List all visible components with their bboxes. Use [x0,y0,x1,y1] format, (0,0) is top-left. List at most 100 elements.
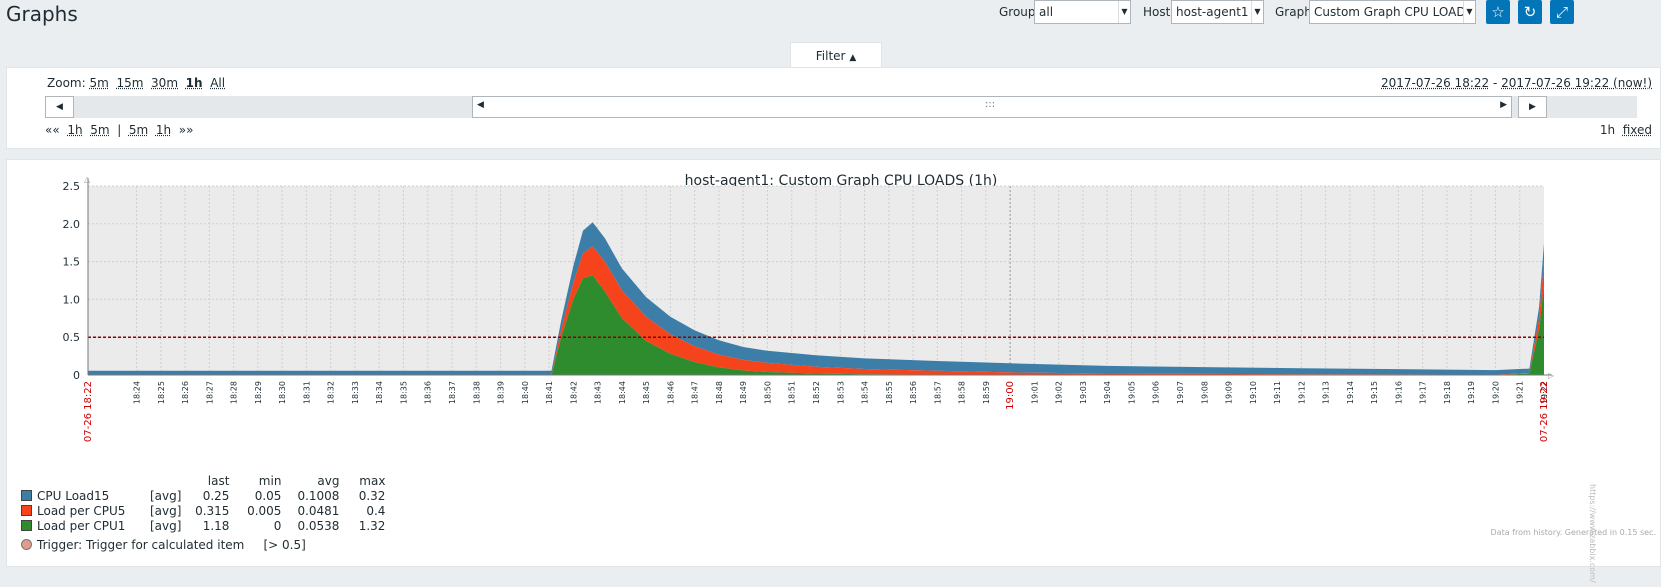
y-axis-arrow-icon: △ [84,175,91,184]
host-select-value: host-agent1 [1176,5,1249,19]
group-select-value: all [1039,5,1054,19]
thumb-right-handle-icon[interactable]: ▶ [1500,100,1507,110]
triangle-up-icon: ▲ [849,53,857,63]
x-tick-label: 19:05 [1127,381,1136,404]
thumb-grip-icon[interactable]: ::: [985,99,996,110]
zoom-5m[interactable]: 5m [89,76,109,90]
chevron-down-icon: ▼ [1118,1,1130,23]
y-tick-label: 0.5 [63,331,81,344]
graph-select[interactable]: Custom Graph CPU LOADS ▼ [1309,0,1476,24]
x-tick-label: 19:15 [1370,381,1379,404]
refresh-icon: ↻ [1523,3,1537,21]
x-tick-label: 19:00 [1005,381,1016,410]
period-duration: 1h [1599,123,1616,137]
graph-label: Graph [1275,5,1312,19]
legend-last: 0.315 [195,504,230,518]
scroll-left-button[interactable]: ◀ [45,96,74,118]
x-tick-label: 19:17 [1419,381,1428,404]
filter-tab-label: Filter [815,49,846,63]
x-tick-label: 19:14 [1346,381,1355,404]
x-tick-label: 18:42 [569,381,578,404]
nav-forward-all[interactable]: »» [178,123,194,137]
y-tick-label: 2.5 [63,180,81,193]
host-select[interactable]: host-agent1 ▼ [1171,0,1264,24]
group-select[interactable]: all ▼ [1034,0,1131,24]
legend-trigger: Trigger: Trigger for calculated item [> … [21,538,389,552]
x-tick-label: 19:01 [1030,381,1039,404]
thumb-left-handle-icon[interactable]: ◀ [477,100,484,110]
chart-watermark: https://www.zabbix.com/ [1588,484,1598,583]
period-from[interactable]: 2017-07-26 18:22 [1381,76,1490,90]
x-tick-label: 18:56 [909,381,918,404]
favourite-button[interactable]: ☆ [1486,0,1510,24]
nav-forward-1h[interactable]: 1h [155,123,172,137]
legend-max: 0.4 [366,504,386,518]
timeline-scroller-thumb[interactable]: ◀ ::: ▶ [472,96,1512,118]
legend-row: Load per CPU1 [avg] 1.18 0 0.0538 1.32 [21,519,389,534]
x-tick-label: 18:45 [642,381,651,404]
fullscreen-icon: ⤢ [1555,3,1568,21]
period-display: 2017-07-26 18:22 - 2017-07-26 19:22 (now… [1381,76,1652,90]
period-to[interactable]: 2017-07-26 19:22 (now!) [1501,76,1652,90]
zoom-1h[interactable]: 1h [185,76,203,90]
x-tick-label: 18:49 [739,381,748,404]
x-tick-label: 18:41 [545,381,554,404]
x-tick-label: 19:07 [1176,381,1185,404]
x-tick-label: 18:35 [399,381,408,404]
x-tick-label: 18:31 [302,381,311,404]
legend-max: 0.32 [358,489,386,503]
legend-row: Load per CPU5 [avg] 0.315 0.005 0.0481 0… [21,504,389,519]
group-label: Group [999,5,1036,19]
x-tick-label: 18:47 [691,381,700,404]
x-tick-label: 18:53 [836,381,845,404]
legend-swatch [21,490,32,501]
triangle-right-icon: ▶ [1529,102,1536,112]
x-tick-label: 18:38 [472,381,481,404]
legend-min: 0.05 [254,489,282,503]
legend-header-row: last min avg max [21,474,389,489]
period-mode: 1h fixed [1600,123,1652,137]
zoom-all[interactable]: All [210,76,226,90]
x-tick-label: 18:24 [133,381,142,404]
chevron-down-icon: ▼ [1251,1,1263,23]
x-tick-label: 18:54 [861,381,870,404]
nav-forward-5m[interactable]: 5m [128,123,149,137]
legend-func: [avg] [150,504,182,518]
x-tick-label: 18:50 [763,381,772,404]
scroll-right-button[interactable]: ▶ [1518,96,1547,118]
legend-func: [avg] [150,519,182,533]
nav-back-1h[interactable]: 1h [67,123,83,137]
legend-swatch [21,520,32,531]
x-tick-label: 19:02 [1055,381,1064,404]
zoom-15m[interactable]: 15m [116,76,144,90]
x-tick-label: 19:03 [1079,381,1088,404]
x-tick-label: 18:25 [157,381,166,404]
x-tick-label: 19:04 [1103,381,1112,404]
x-tick-label: 18:30 [278,381,287,404]
x-tick-label: 19:12 [1297,381,1306,404]
x-start-label: 07-26 18:22 [83,381,94,442]
legend-name: Load per CPU5 [37,504,126,518]
legend-swatch [21,505,32,516]
chart-legend: last min avg max CPU Load15 [avg] 0.25 0… [21,474,389,552]
x-tick-label: 19:18 [1443,381,1452,404]
refresh-button[interactable]: ↻ [1518,0,1542,24]
x-tick-label: 19:09 [1225,381,1234,404]
x-tick-label: 18:26 [181,381,190,404]
page-title: Graphs [6,2,78,26]
legend-min: 0 [273,519,282,533]
x-tick-label: 19:13 [1322,381,1331,404]
y-tick-label: 0 [73,369,80,382]
fixed-toggle[interactable]: fixed [1622,123,1652,137]
x-tick-label: 18:46 [666,381,675,404]
nav-back-all[interactable]: «« [45,123,60,137]
trigger-name: Trigger: Trigger for calculated item [37,538,245,552]
fullscreen-button[interactable]: ⤢ [1550,0,1574,24]
zoom-30m[interactable]: 30m [151,76,179,90]
chart-footer-note: Data from history. Generated in 0.15 sec… [1490,528,1656,537]
nav-back-5m[interactable]: 5m [90,123,110,137]
x-tick-label: 19:16 [1394,381,1403,404]
cpu-load-chart: host-agent1: Custom Graph CPU LOADS (1h)… [63,173,1556,442]
filter-tab[interactable]: Filter ▲ [790,42,882,68]
y-tick-label: 2.0 [63,218,81,231]
